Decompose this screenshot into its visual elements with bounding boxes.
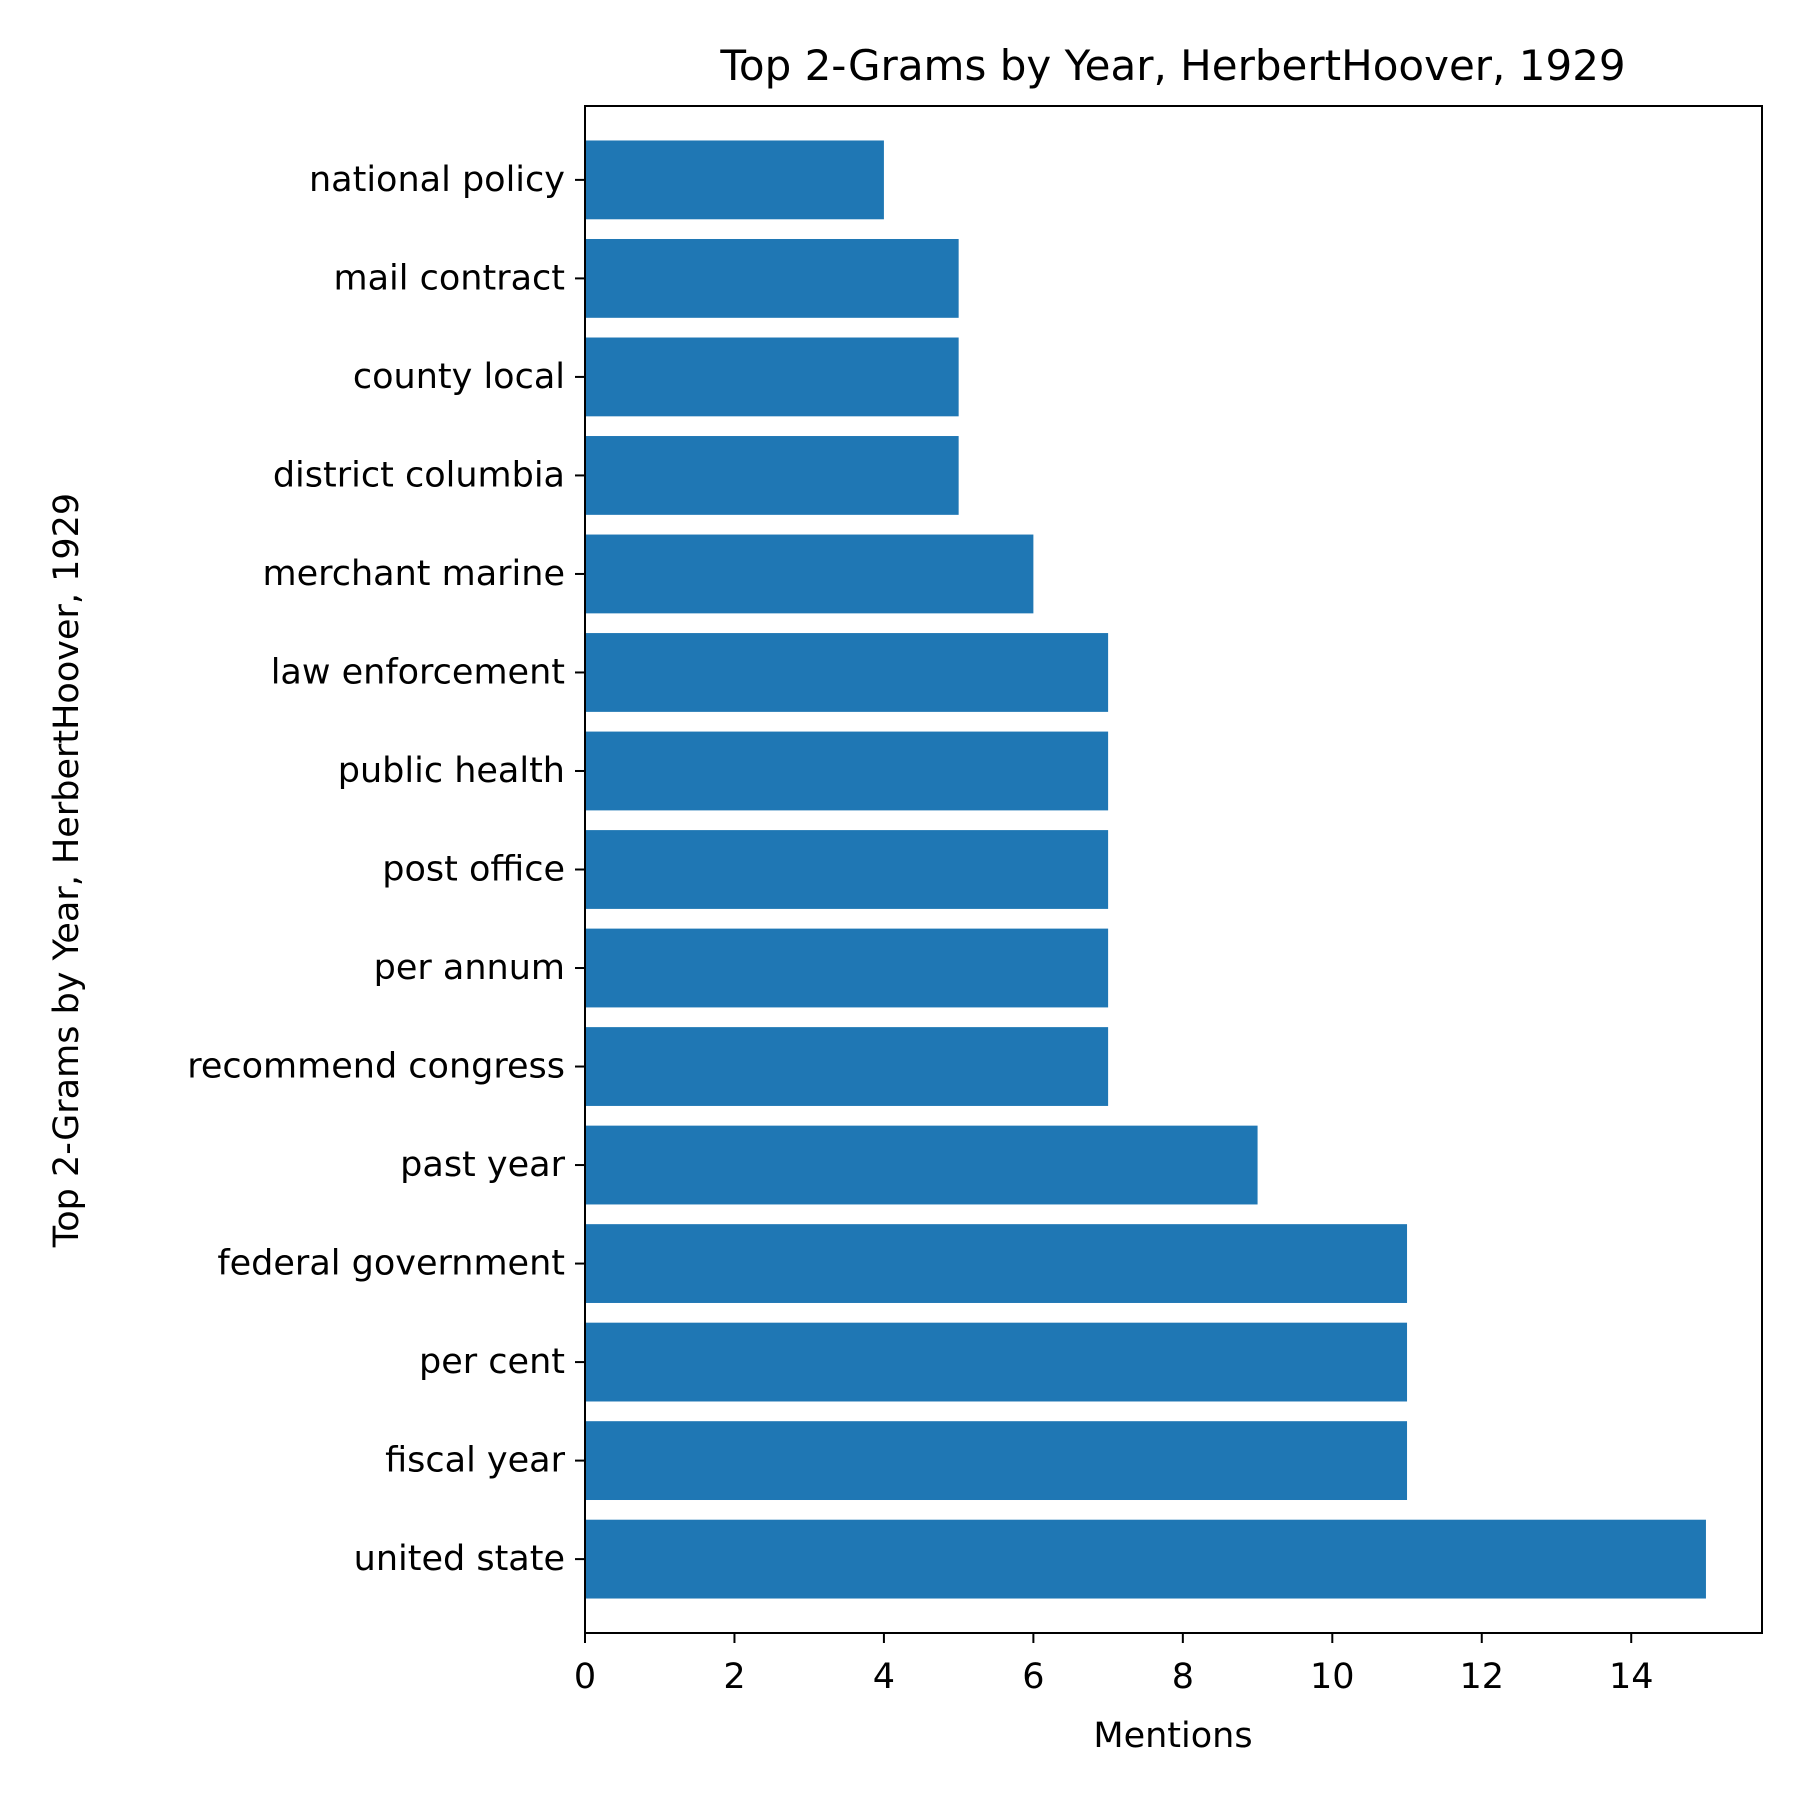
- y-tick-label: district columbia: [273, 455, 565, 495]
- x-tick-label: 2: [723, 1657, 745, 1697]
- x-tick-label: 14: [1609, 1657, 1654, 1697]
- y-tick-label: law enforcement: [271, 652, 565, 692]
- bar-mail-contract: [585, 238, 959, 318]
- y-tick-label: public health: [338, 751, 565, 791]
- y-tick-label: per cent: [419, 1342, 565, 1382]
- bar-fiscal-year: [585, 1421, 1408, 1501]
- x-tick-label: 10: [1310, 1657, 1355, 1697]
- x-tick-label: 6: [1022, 1657, 1044, 1697]
- y-axis-label: Top 2-Grams by Year, HerbertHoover, 1929: [47, 493, 87, 1248]
- y-tick-label: recommend congress: [187, 1047, 565, 1087]
- x-tick-label: 0: [574, 1657, 596, 1697]
- chart-title: Top 2-Grams by Year, HerbertHoover, 1929: [719, 41, 1625, 90]
- y-tick-label: mail contract: [334, 258, 565, 298]
- bar-recommend-congress: [585, 1027, 1109, 1106]
- bar-federal-government: [585, 1224, 1408, 1303]
- plot-frame: [584, 105, 1763, 1634]
- y-tick-label: county local: [353, 357, 565, 397]
- bar-per-cent: [585, 1322, 1408, 1402]
- y-axis-ticks: united state fiscal year per cent federal g…: [187, 160, 585, 1579]
- x-axis-label: Mentions: [1093, 1716, 1252, 1756]
- bar-public-health: [585, 731, 1109, 811]
- bar-law-enforcement: [585, 633, 1109, 712]
- bar-per-annum: [585, 928, 1109, 1008]
- x-tick-label: 8: [1172, 1657, 1194, 1697]
- y-tick-label: per annum: [374, 948, 565, 988]
- bar-district-columbia: [585, 436, 959, 515]
- y-tick-label: past year: [400, 1145, 565, 1185]
- y-tick-label: national policy: [309, 160, 565, 200]
- y-tick-label: fiscal year: [385, 1441, 566, 1481]
- x-tick-label: 4: [873, 1657, 895, 1697]
- y-tick-label: post office: [382, 850, 565, 890]
- bar-post-office: [585, 830, 1109, 909]
- x-tick-label: 12: [1459, 1657, 1504, 1697]
- bar-county-local: [585, 337, 959, 417]
- bar-past-year: [585, 1125, 1258, 1205]
- y-tick-label: merchant marine: [262, 554, 565, 594]
- bars: [585, 140, 1706, 1599]
- bar-united-state: [585, 1519, 1706, 1599]
- x-axis-ticks: 0 2 4 6 8 10 12 14: [574, 1633, 1654, 1697]
- y-tick-label: united state: [354, 1539, 565, 1579]
- y-tick-label: federal government: [217, 1244, 565, 1284]
- bar-merchant-marine: [585, 534, 1034, 614]
- bar-national-policy: [585, 140, 884, 220]
